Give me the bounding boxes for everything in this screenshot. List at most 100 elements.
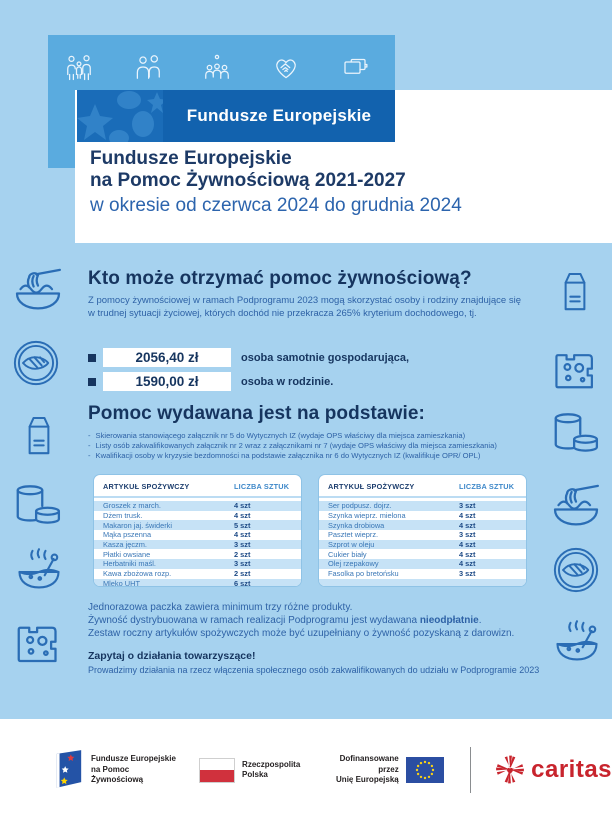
article-name: Mleko UHT (103, 578, 140, 587)
soup-bowl-icon (550, 618, 604, 670)
table-row: Mleko UHT 6 szt (94, 578, 301, 587)
basis-section: Pomoc wydawana jest na podstawie: Skiero… (88, 403, 558, 461)
table-row: Groszek z march. 4 szt (94, 501, 301, 511)
table-row: Mąka pszenna 4 szt (94, 530, 301, 540)
table-row: Dżem trusk. 4 szt (94, 511, 301, 521)
food-table-right: ARTYKUŁ SPOŻYWCZY LICZBA SZTUK Ser podpu… (318, 474, 527, 587)
note-line-3: Zestaw roczny artykułów spożywczych może… (88, 628, 515, 639)
documents-icon (340, 52, 370, 87)
table-header: ARTYKUŁ SPOŻYWCZY LICZBA SZTUK (94, 482, 301, 498)
threshold-label: osoba w rodzinie. (241, 375, 334, 388)
fe-program-banner: Fundusze Europejskie (77, 90, 395, 142)
article-name: Mąka pszenna (103, 530, 152, 540)
column-header-count: LICZBA SZTUK (459, 482, 515, 491)
article-count: 4 szt (459, 559, 476, 569)
article-name: Szynka wieprz. mielona (328, 511, 406, 521)
heart-handshake-icon (271, 52, 301, 87)
income-thresholds: 2056,40 zł osoba samotnie gospodarująca,… (88, 348, 409, 396)
article-name: Kasza jęczm. (103, 540, 147, 550)
plate-fish-icon (550, 544, 602, 596)
distribution-notes: Jednorazowa paczka zawiera minimum trzy … (88, 601, 514, 640)
cans-icon (546, 406, 604, 462)
basis-item: Listy osób zakwalifikowanych załącznik n… (88, 441, 558, 451)
eligibility-heading: Kto może otrzymać pomoc żywnościową? (88, 268, 472, 289)
milk-carton-icon (550, 264, 600, 320)
noodles-icon (10, 262, 66, 318)
article-count: 5 szt (234, 520, 251, 530)
column-header-article: ARTYKUŁ SPOŻYWCZY (328, 482, 415, 491)
table-row: Ser podpusz. dojrz. 3 szt (319, 501, 526, 511)
table-row: Szynka drobiowa 4 szt (319, 520, 526, 531)
pictogram-row (64, 52, 370, 87)
table-row: Szynka wieprz. mielona 4 szt (319, 511, 526, 521)
article-name: Herbatniki maśl. (103, 559, 156, 569)
table-row (319, 578, 526, 586)
poster-title: Fundusze Europejskie na Pomoc Żywnościow… (90, 148, 462, 217)
star-shape (77, 104, 113, 140)
eu-funding-caption: Dofinansowane przez Unię Europejską (336, 754, 399, 785)
food-tables: ARTYKUŁ SPOŻYWCZY LICZBA SZTUK Groszek z… (93, 474, 527, 587)
cheese-icon (548, 340, 602, 394)
soup-bowl-icon (12, 546, 66, 598)
table-header: ARTYKUŁ SPOŻYWCZY LICZBA SZTUK (319, 482, 526, 498)
plate-fish-icon (10, 337, 62, 389)
two-people-icon (133, 52, 163, 87)
threshold-row: 1590,00 zł osoba w rodzinie. (88, 372, 409, 391)
table-row: Kawa zbożowa rozp. 2 szt (94, 569, 301, 579)
fe-flag-logo (52, 748, 84, 793)
eu-flag-icon (405, 757, 444, 783)
table-row: Płatki owsiane 2 szt (94, 549, 301, 559)
article-count: 4 szt (459, 511, 476, 521)
article-count: 3 szt (234, 559, 251, 569)
noodles-icon (548, 478, 604, 534)
footer-divider (469, 747, 472, 793)
square-bullet-icon (88, 353, 96, 362)
basis-item: Kwalifikacji osoby w kryzysie bezdomnośc… (88, 451, 558, 461)
companion-heading: Zapytaj o działania towarzyszące! (88, 650, 256, 662)
table-row: Pasztet wieprz. 3 szt (319, 530, 526, 540)
table-row: Fasolka po bretońsku 3 szt (319, 569, 526, 579)
basis-list: Skierowania stanowiącego załącznik nr 5 … (88, 431, 558, 461)
article-count: 3 szt (234, 540, 251, 550)
article-name: Pasztet wieprz. (328, 530, 379, 540)
article-name: Makaron jaj. świderki (103, 520, 173, 530)
article-count: 4 szt (234, 530, 251, 540)
article-name: Płatki owsiane (103, 549, 151, 559)
family-icon (64, 52, 94, 87)
cheese-icon (10, 612, 66, 668)
table-row: Szprot w oleju 4 szt (319, 539, 526, 550)
title-line-2: na Pomoc Żywnościową 2021-2027 (90, 170, 406, 192)
article-count: 4 szt (459, 549, 476, 559)
note-line-1: Jednorazowa paczka zawiera minimum trzy … (88, 602, 353, 613)
article-name: Olej rzepakowy (328, 559, 379, 569)
title-period: w okresie od czerwca 2024 do grudnia 202… (90, 194, 462, 216)
caritas-logo: caritas (495, 754, 612, 786)
threshold-amount: 1590,00 zł (103, 372, 231, 391)
basis-heading: Pomoc wydawana jest na podstawie: (88, 403, 425, 424)
article-name: Szprot w oleju (328, 540, 375, 550)
caritas-wordmark: caritas (531, 756, 612, 783)
article-count: 4 szt (234, 511, 251, 521)
article-name: Fasolka po bretońsku (328, 569, 399, 579)
milk-carton-icon (14, 408, 64, 464)
footer: Fundusze Europejskie na Pomoc Żywnościow… (0, 719, 612, 820)
article-count: 4 szt (459, 540, 476, 550)
article-count: 3 szt (459, 569, 476, 579)
cans-icon (8, 478, 66, 534)
table-row: Olej rzepakowy 4 szt (319, 559, 526, 569)
article-count: 4 szt (459, 520, 476, 530)
table-row: Cukier biały 4 szt (319, 549, 526, 559)
eligibility-intro: Z pomocy żywnościowej w ramach Podprogra… (88, 295, 521, 319)
basis-item: Skierowania stanowiącego załącznik nr 5 … (88, 431, 558, 441)
poland-flag-icon (199, 757, 236, 783)
column-header-count: LICZBA SZTUK (234, 482, 290, 491)
article-name: Kawa zbożowa rozp. (103, 569, 172, 579)
table-row: Makaron jaj. świderki 5 szt (94, 520, 301, 531)
article-count: 2 szt (234, 549, 251, 559)
article-name: Ser podpusz. dojrz. (328, 501, 392, 511)
title-line-1: Fundusze Europejskie (90, 148, 292, 169)
group-icon (202, 52, 232, 87)
threshold-amount: 2056,40 zł (103, 348, 231, 367)
square-bullet-icon (88, 377, 96, 386)
